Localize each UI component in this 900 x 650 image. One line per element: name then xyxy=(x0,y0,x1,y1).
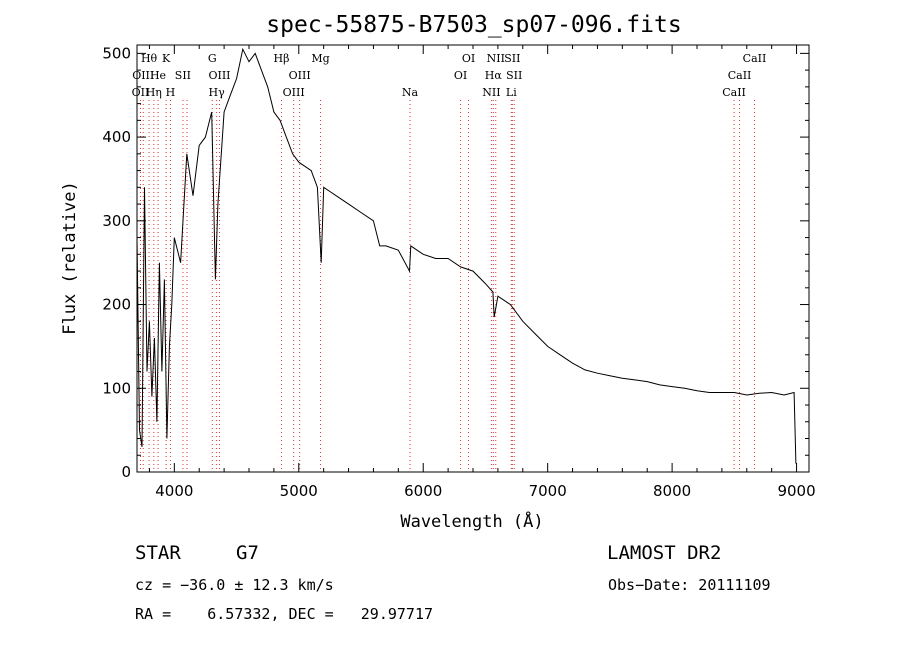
x-tick-label-2: 6000 xyxy=(404,482,442,500)
line-label-11: OIII xyxy=(208,69,230,82)
y-tick-label-3: 300 xyxy=(102,212,131,230)
object-subclass: G7 xyxy=(236,542,259,564)
y-tick-label-2: 200 xyxy=(102,296,131,314)
axis-ticks: 4000 5000 6000 7000 8000 9000 0 100 200 300 400 500 xyxy=(102,44,815,500)
line-label-4: He xyxy=(150,69,166,82)
line-label-1: OIII xyxy=(132,69,154,82)
spectrum-line xyxy=(136,47,797,464)
survey-name: LAMOST DR2 xyxy=(607,542,722,564)
line-label-10: Hγ xyxy=(209,86,226,99)
line-label-21: NII xyxy=(487,52,505,65)
line-label-5: K xyxy=(162,52,171,65)
line-label-24: Li xyxy=(506,86,517,99)
line-label-27: CaII xyxy=(743,52,767,65)
line-label-14: OIII xyxy=(289,69,311,82)
line-label-0: OII xyxy=(132,86,150,99)
line-label-26: CaII xyxy=(728,69,752,82)
line-label-15: Mg xyxy=(311,52,329,65)
x-tick-label-1: 5000 xyxy=(280,482,318,500)
x-tick-label-3: 7000 xyxy=(529,482,567,500)
line-label-16: Na xyxy=(402,86,419,99)
x-tick-label-5: 9000 xyxy=(777,482,815,500)
line-label-6: H xyxy=(166,86,176,99)
line-label-20: Hα xyxy=(485,69,503,82)
chart-title: spec-55875-B7503_sp07-096.fits xyxy=(266,12,681,38)
line-label-18: OI xyxy=(462,52,475,65)
y-tick-label-5: 500 xyxy=(102,44,131,62)
line-label-9: G xyxy=(208,52,217,65)
plot-frame xyxy=(136,44,810,473)
line-label-13: OIII xyxy=(283,86,305,99)
object-type: STAR xyxy=(135,542,181,564)
spectral-line-markers: OIIOIIIHθHηHeKHSIIGHγOIIIHβOIIIOIIIMgNaO… xyxy=(132,52,767,472)
line-label-12: Hβ xyxy=(274,52,290,65)
x-axis-label: Wavelength (Å) xyxy=(400,510,543,532)
line-label-3: Hη xyxy=(146,86,162,99)
line-label-19: NII xyxy=(482,86,500,99)
line-label-7: SII xyxy=(175,69,191,82)
line-label-23: SII xyxy=(506,69,522,82)
y-tick-label-4: 400 xyxy=(102,128,131,146)
observation-date: Obs−Date: 20111109 xyxy=(608,576,771,594)
redshift-text: cz = −36.0 ± 12.3 km/s xyxy=(135,576,334,594)
line-label-17: OI xyxy=(454,69,467,82)
y-axis-label: Flux (relative) xyxy=(60,181,80,335)
x-tick-label-0: 4000 xyxy=(155,482,193,500)
line-label-25: CaII xyxy=(722,86,746,99)
y-tick-label-0: 0 xyxy=(121,463,131,481)
line-label-2: Hθ xyxy=(141,52,158,65)
y-tick-label-1: 100 xyxy=(102,379,131,397)
line-label-22: SII xyxy=(504,52,520,65)
coordinates-text: RA = 6.57332, DEC = 29.97717 xyxy=(135,605,434,623)
x-tick-label-4: 8000 xyxy=(653,482,691,500)
